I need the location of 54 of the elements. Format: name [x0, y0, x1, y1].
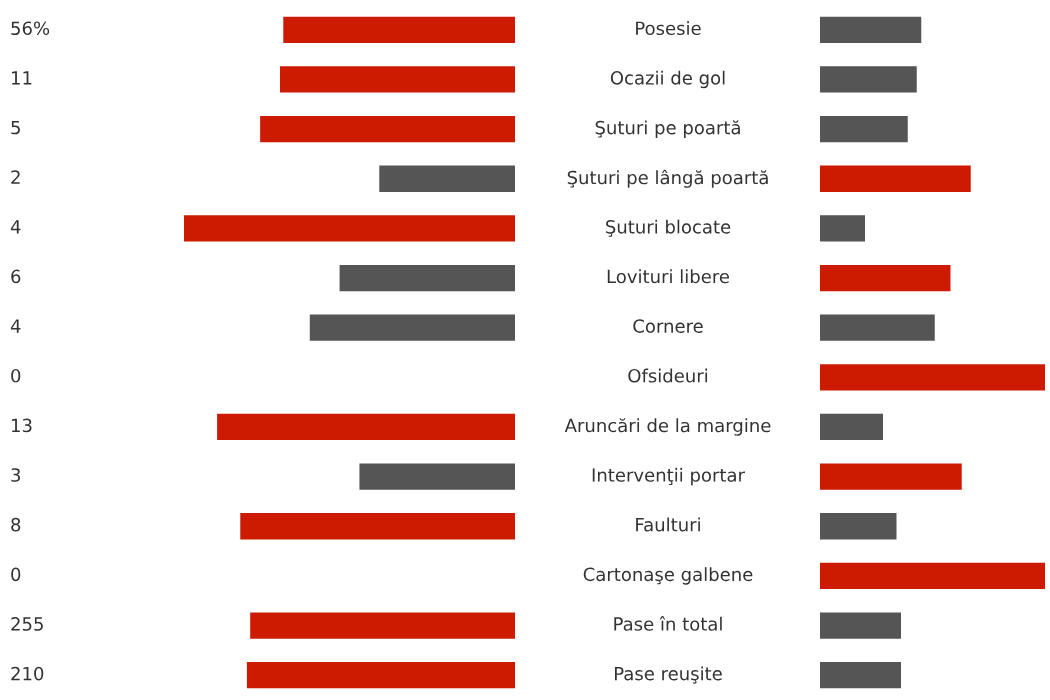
bar [250, 612, 515, 639]
y-tick-label: Lovituri libere [607, 269, 729, 284]
text: 4 [10, 319, 21, 333]
y-tick-label: Şuturi pe lângă poartă [567, 169, 768, 188]
bar [359, 463, 515, 490]
y-tick-label: Posesie [636, 21, 701, 36]
text: 0 [11, 368, 21, 383]
y-tick-label: Pase în total [614, 616, 722, 631]
text: 210 [11, 666, 44, 681]
bar [283, 16, 515, 43]
bar [820, 314, 935, 341]
text: 2 [11, 170, 20, 184]
bar [339, 264, 515, 292]
text: 255 [11, 617, 43, 631]
text: 3 [11, 468, 21, 482]
y-tick-label: Ocazii de gol [610, 70, 725, 89]
bar [279, 66, 515, 93]
bar [309, 314, 515, 341]
bar [240, 513, 515, 540]
bar [184, 215, 515, 242]
bar [820, 612, 901, 639]
bar [820, 463, 962, 490]
text: 5 [11, 120, 20, 135]
y-tick-label: Faulturi [636, 517, 700, 532]
bar [820, 662, 901, 689]
text: 6 [11, 269, 21, 284]
y-tick-label: Şuturi pe poartă [595, 120, 740, 138]
bar [217, 413, 515, 441]
y-tick-label: Intervenţii portar [592, 467, 745, 486]
y-tick-label: Ofsideuri [628, 368, 708, 383]
text: 13 [11, 418, 32, 433]
bar [820, 165, 971, 192]
text: 0 [11, 567, 21, 582]
text: 11 [11, 71, 32, 85]
bar [820, 364, 1045, 391]
bar [820, 215, 865, 242]
text: 8 [11, 517, 21, 532]
bar [260, 115, 515, 143]
text: 56% [11, 21, 50, 36]
y-tick-label: Şuturi blocate [606, 219, 731, 237]
y-tick-label: Aruncări de la margine [564, 418, 771, 436]
y-tick-label: Cartonaşe galbene [583, 567, 753, 585]
bar [820, 513, 897, 540]
bar [820, 413, 883, 441]
bar [820, 562, 1045, 590]
bar [379, 165, 515, 192]
text: 4 [10, 220, 21, 234]
y-tick-label: Pase reuşite [614, 666, 722, 684]
bar [820, 16, 922, 43]
bar [246, 662, 515, 689]
bar [820, 115, 908, 143]
bar [820, 264, 951, 292]
bar [820, 66, 917, 93]
y-tick-label: Cornere [633, 319, 703, 333]
